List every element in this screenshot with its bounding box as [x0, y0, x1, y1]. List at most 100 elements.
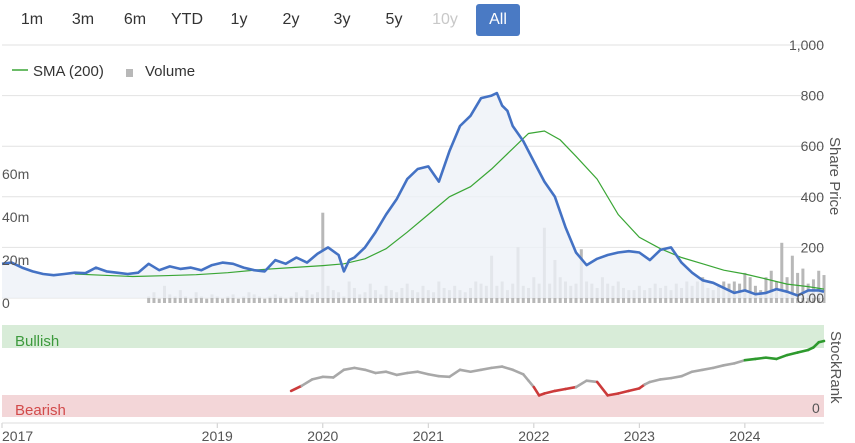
stockrank-segment — [680, 370, 694, 378]
stockrank-segment — [395, 371, 409, 377]
range-button-1y[interactable]: 1y — [230, 11, 248, 28]
x-tick-label: 2022 — [518, 428, 549, 443]
x-tick-label: 2023 — [624, 428, 655, 443]
volume-bar — [284, 298, 288, 303]
volume-bar — [358, 294, 362, 303]
volume-bar — [231, 294, 235, 303]
stockrank-segment — [553, 387, 567, 393]
range-button-5y[interactable]: 5y — [385, 11, 403, 28]
volume-tick-label: 20m — [2, 252, 29, 268]
stockrank-segment — [648, 378, 662, 384]
price-tick-label: 400 — [801, 189, 825, 205]
x-tick-label: 2017 — [2, 428, 33, 443]
volume-bar — [268, 296, 272, 303]
range-button-all[interactable]: All — [476, 4, 520, 36]
stockrank-segment — [595, 380, 609, 397]
volume-bar — [168, 294, 172, 303]
volume-bar — [236, 298, 240, 303]
stockrank-line — [289, 339, 826, 397]
stockrank-segment — [743, 357, 757, 362]
price-tick-label: 1,000 — [789, 37, 824, 53]
legend: SMA (200) Volume — [12, 63, 195, 80]
price-tick-label: 200 — [801, 239, 825, 255]
range-button-6m[interactable]: 6m — [123, 11, 147, 28]
stockrank-segment — [669, 374, 683, 380]
volume-bar — [796, 272, 800, 303]
price-tick-label: 0.00 — [797, 290, 824, 306]
stockrank-segment — [511, 368, 525, 376]
stockrank-segment — [690, 368, 704, 374]
volume-bar — [342, 296, 346, 303]
stockrank-segment — [606, 392, 620, 397]
volume-bar — [769, 270, 773, 303]
stockrank-segment — [500, 365, 515, 372]
volume-bar — [257, 296, 261, 303]
stockrank-segment — [353, 366, 367, 372]
volume-bar — [210, 294, 214, 303]
stockrank-segment — [458, 368, 472, 374]
volume-bar — [242, 296, 246, 303]
volume-bar — [780, 242, 784, 303]
volume-tick-label: 0 — [2, 295, 10, 311]
stockrank-segment — [574, 379, 588, 389]
legend-sma-label: SMA (200) — [33, 63, 104, 80]
range-button-3y[interactable]: 3y — [333, 11, 351, 28]
stockrank-segment — [733, 358, 747, 365]
stockrank-segment — [416, 370, 430, 376]
stockrank-segment — [627, 387, 641, 393]
sma-line — [74, 130, 825, 290]
bearish-band — [2, 395, 824, 417]
volume-bar — [273, 294, 277, 303]
volume-bar — [184, 296, 188, 303]
volume-bar — [279, 296, 283, 303]
stockrank-segment — [332, 368, 346, 379]
stockrank-segment — [310, 375, 325, 381]
volume-tick-label: 40m — [2, 209, 29, 225]
volume-bar — [221, 298, 225, 303]
legend-volume-swatch — [126, 69, 133, 77]
stockrank-segment — [427, 372, 441, 378]
stockrank-segment — [490, 365, 504, 370]
stockrank-axis-label: StockRank — [827, 331, 844, 404]
stockrank-segment — [374, 370, 388, 375]
bullish-band — [2, 325, 824, 348]
range-button-ytd[interactable]: YTD — [171, 11, 203, 28]
price-tick-label: 800 — [801, 88, 825, 104]
price-line — [1, 91, 825, 297]
price-tick-label: 600 — [801, 138, 825, 154]
price-area-fill — [2, 93, 824, 298]
volume-bar — [189, 298, 193, 303]
volume-bar — [764, 277, 768, 303]
volume-bar — [785, 277, 789, 303]
legend-volume-label: Volume — [145, 63, 195, 80]
stockrank-segment — [543, 389, 557, 395]
x-tick-label: 2024 — [729, 428, 760, 443]
volume-bar — [263, 298, 267, 303]
stockrank-segment — [300, 378, 314, 388]
stockrank-segment — [585, 379, 599, 384]
volume-bar — [817, 270, 821, 303]
volume-bar — [743, 272, 747, 303]
stockrank-panel: Bullish Bearish 0 StockRank — [2, 325, 844, 419]
volume-bar — [379, 294, 383, 303]
stockrank-segment — [785, 351, 799, 357]
stockrank-segment — [521, 372, 530, 382]
stockrank-segment — [775, 353, 789, 361]
range-button-10y: 10y — [432, 11, 458, 28]
volume-bar — [173, 296, 177, 303]
stockrank-segment — [659, 376, 673, 381]
stockrank-segment — [701, 366, 715, 372]
stockrank-segment — [448, 368, 462, 379]
volume-bar — [252, 294, 256, 303]
range-button-3m[interactable]: 3m — [71, 11, 95, 28]
bearish-label: Bearish — [15, 402, 66, 419]
stockrank-segment — [532, 385, 541, 397]
volume-bar — [157, 298, 161, 303]
range-button-1m[interactable]: 1m — [20, 11, 44, 28]
x-tick-label: 2021 — [413, 428, 444, 443]
stockrank-segment — [289, 384, 303, 393]
range-button-2y[interactable]: 2y — [282, 11, 300, 28]
stockrank-segment — [796, 348, 810, 354]
stockrank-segment — [479, 366, 493, 372]
